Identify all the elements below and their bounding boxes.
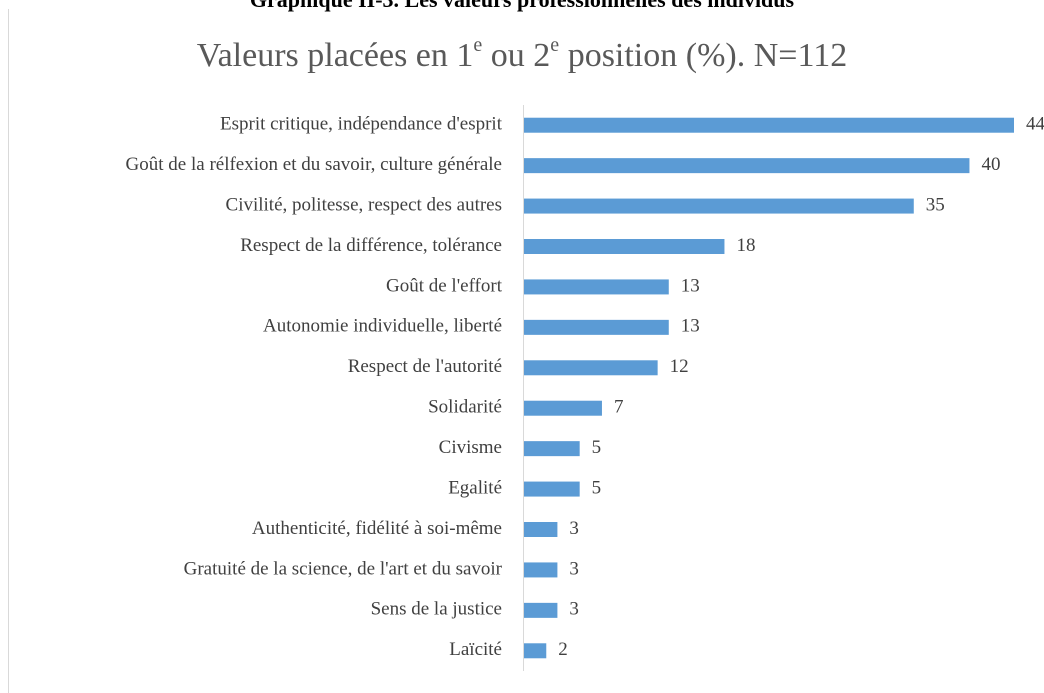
bar <box>524 602 558 618</box>
chart-title: Valeurs placées en 1e ou 2e position (%)… <box>197 34 847 74</box>
value-label: 3 <box>569 599 579 620</box>
bar <box>524 562 558 578</box>
chart-frame <box>8 8 1044 693</box>
title-part: ou 2 <box>482 37 550 74</box>
value-label: 7 <box>614 397 624 418</box>
value-label: 5 <box>592 437 602 458</box>
bar <box>524 441 580 457</box>
page-heading: Graphique II-3. Les valeurs professionne… <box>250 0 795 12</box>
value-label: 12 <box>670 356 689 377</box>
category-label: Goût de l'effort <box>386 275 503 296</box>
bar <box>524 117 1014 133</box>
category-label: Esprit critique, indépendance d'esprit <box>220 114 503 135</box>
category-label: Respect de l'autorité <box>348 356 502 377</box>
bar <box>524 481 580 497</box>
value-label: 5 <box>592 477 602 498</box>
bar <box>524 319 669 335</box>
category-label: Goût de la rélfexion et du savoir, cultu… <box>126 154 502 175</box>
category-label: Civilité, politesse, respect des autres <box>226 194 502 215</box>
value-label: 13 <box>681 316 700 337</box>
title-sup: e <box>473 34 482 56</box>
title-part: position (%). N=112 <box>559 37 847 74</box>
title-part: Valeurs placées en 1 <box>197 37 474 74</box>
value-label: 3 <box>569 558 579 579</box>
value-label: 3 <box>569 518 579 539</box>
category-label: Solidarité <box>428 397 502 418</box>
heading-bg <box>0 0 1044 9</box>
bar <box>524 360 658 376</box>
bar <box>524 643 547 659</box>
bar <box>524 279 669 295</box>
title-sup: e <box>550 34 559 56</box>
value-label: 18 <box>736 235 755 256</box>
bar <box>524 158 970 174</box>
category-label: Egalité <box>448 477 502 498</box>
category-label: Laïcité <box>449 639 502 660</box>
category-label: Sens de la justice <box>371 599 502 620</box>
category-label: Respect de la différence, tolérance <box>240 235 502 256</box>
category-label: Civisme <box>439 437 502 458</box>
value-label: 44 <box>1026 114 1044 135</box>
value-label: 35 <box>926 194 945 215</box>
bar <box>524 400 602 416</box>
bar <box>524 198 914 214</box>
bar <box>524 522 558 537</box>
category-label: Autonomie individuelle, liberté <box>263 316 502 337</box>
bar <box>524 239 725 254</box>
value-label: 2 <box>558 639 568 660</box>
category-label: Authenticité, fidélité à soi-même <box>252 518 502 539</box>
value-label: 40 <box>981 154 1000 175</box>
category-label: Gratuité de la science, de l'art et du s… <box>184 558 503 579</box>
value-label: 13 <box>681 275 700 296</box>
